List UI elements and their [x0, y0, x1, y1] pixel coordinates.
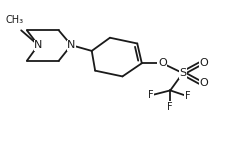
Text: N: N: [34, 40, 42, 50]
Text: S: S: [179, 68, 186, 78]
Text: N: N: [67, 40, 75, 50]
Text: F: F: [148, 90, 154, 100]
Text: CH₃: CH₃: [6, 15, 24, 25]
Text: F: F: [185, 91, 190, 101]
Text: O: O: [199, 78, 208, 88]
Text: O: O: [199, 58, 208, 68]
Text: O: O: [158, 58, 167, 68]
Text: F: F: [167, 102, 173, 112]
